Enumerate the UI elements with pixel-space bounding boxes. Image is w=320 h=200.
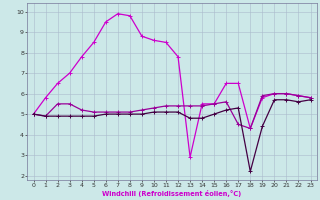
X-axis label: Windchill (Refroidissement éolien,°C): Windchill (Refroidissement éolien,°C) — [102, 190, 242, 197]
